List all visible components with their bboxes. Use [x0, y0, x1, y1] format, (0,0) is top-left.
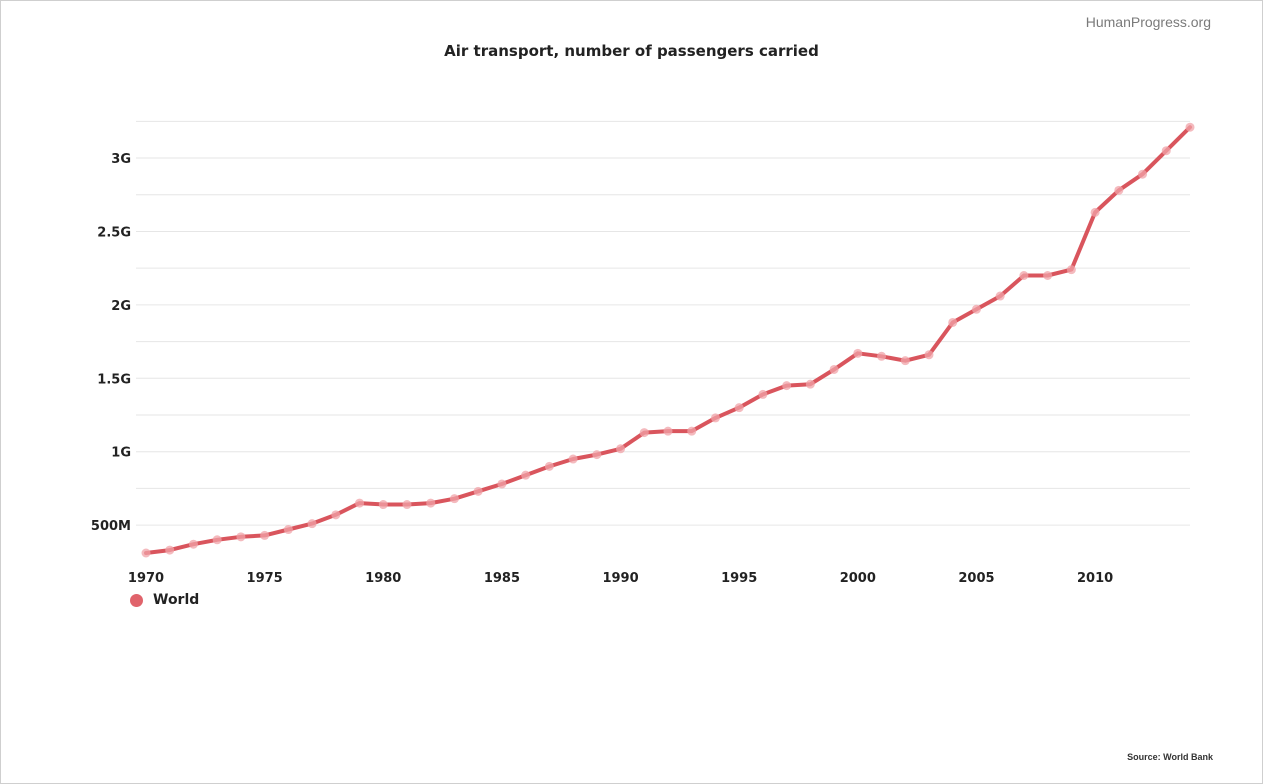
data-point[interactable]: [236, 532, 246, 542]
data-point[interactable]: [663, 426, 673, 436]
data-point[interactable]: [260, 530, 270, 540]
data-point[interactable]: [782, 381, 792, 391]
data-point[interactable]: [971, 304, 981, 314]
data-point[interactable]: [1066, 265, 1076, 275]
data-point[interactable]: [473, 486, 483, 496]
data-point[interactable]: [758, 389, 768, 399]
data-point[interactable]: [1043, 271, 1053, 281]
x-tick-label: 2000: [840, 571, 876, 586]
x-tick-label: 1995: [721, 571, 757, 586]
y-tick-label: 2G: [111, 299, 131, 314]
data-point[interactable]: [307, 519, 317, 529]
data-point[interactable]: [592, 450, 602, 460]
y-tick-label: 1.5G: [97, 372, 131, 387]
legend[interactable]: World: [130, 592, 199, 608]
x-tick-label: 1990: [602, 571, 638, 586]
data-point[interactable]: [1138, 169, 1148, 179]
data-point[interactable]: [710, 413, 720, 423]
x-tick-label: 1970: [128, 571, 164, 586]
y-axis-ticks: 500M 1G 1.5G 2G 2.5G 3G: [91, 152, 131, 534]
data-point[interactable]: [331, 510, 341, 520]
data-point[interactable]: [188, 539, 198, 549]
data-point[interactable]: [734, 403, 744, 413]
data-point[interactable]: [948, 317, 958, 327]
data-point[interactable]: [544, 461, 554, 471]
data-point[interactable]: [853, 348, 863, 358]
y-tick-label: 500M: [91, 519, 131, 534]
x-tick-label: 1975: [247, 571, 283, 586]
data-point[interactable]: [426, 498, 436, 508]
data-point[interactable]: [924, 350, 934, 360]
x-axis-ticks: 1970 1975 1980 1985 1990 1995 2000 2005 2010: [128, 571, 1113, 586]
data-point[interactable]: [639, 428, 649, 438]
legend-label-world: World: [153, 592, 200, 608]
data-point[interactable]: [1185, 122, 1195, 132]
data-point[interactable]: [877, 351, 887, 361]
data-point[interactable]: [283, 525, 293, 535]
data-point[interactable]: [829, 364, 839, 374]
data-point[interactable]: [141, 548, 151, 558]
y-tick-label: 2.5G: [97, 225, 131, 240]
data-point[interactable]: [1161, 146, 1171, 156]
data-point[interactable]: [212, 535, 222, 545]
grid-lines: [136, 120, 1190, 526]
chart-title: Air transport, number of passengers carr…: [444, 42, 819, 60]
data-point[interactable]: [687, 426, 697, 436]
data-point[interactable]: [568, 454, 578, 464]
x-tick-label: 1985: [484, 571, 520, 586]
data-point[interactable]: [497, 479, 507, 489]
data-point[interactable]: [355, 498, 365, 508]
data-point[interactable]: [378, 500, 388, 510]
data-point[interactable]: [900, 356, 910, 366]
data-point[interactable]: [521, 470, 531, 480]
series-group: [141, 122, 1195, 558]
data-point[interactable]: [1090, 207, 1100, 217]
brand-watermark[interactable]: HumanProgress.org: [1085, 14, 1211, 30]
data-point[interactable]: [805, 379, 815, 389]
legend-marker-world: [130, 593, 143, 607]
data-point[interactable]: [616, 444, 626, 454]
series-line-world: [144, 125, 1192, 555]
data-point[interactable]: [402, 500, 412, 510]
y-tick-label: 3G: [111, 152, 131, 167]
x-tick-label: 1980: [365, 571, 401, 586]
data-point[interactable]: [1019, 271, 1029, 281]
x-tick-label: 2010: [1077, 571, 1113, 586]
y-tick-label: 1G: [111, 446, 131, 461]
data-point[interactable]: [995, 291, 1005, 301]
data-point[interactable]: [449, 494, 459, 504]
data-point[interactable]: [1114, 185, 1124, 195]
data-point[interactable]: [165, 545, 175, 555]
x-tick-label: 2005: [958, 571, 994, 586]
source-note: Source: World Bank: [1127, 752, 1213, 762]
